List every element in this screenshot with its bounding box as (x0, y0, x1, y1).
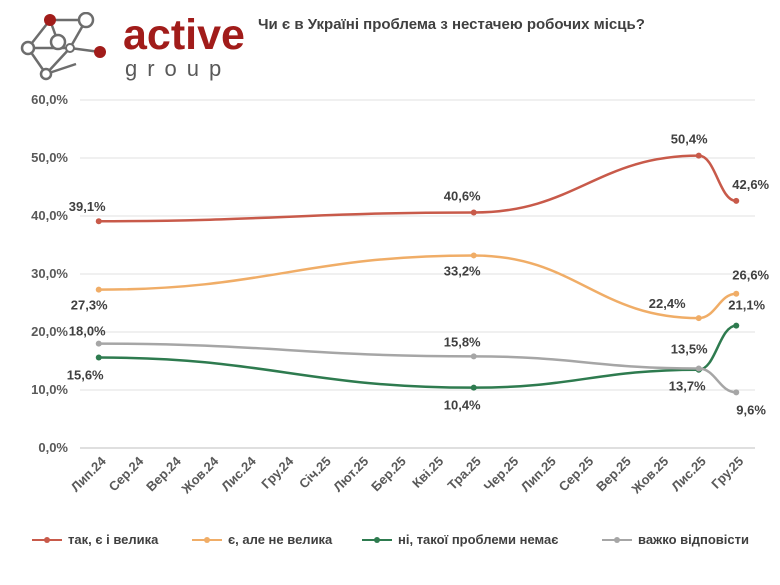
data-label: 50,4% (671, 132, 708, 147)
y-tick-label: 10,0% (31, 382, 68, 397)
x-tick-label: Лис.25 (668, 454, 709, 495)
data-label: 27,3% (71, 298, 108, 313)
legend-label: так, є і велика (68, 532, 159, 547)
data-point (95, 354, 102, 361)
data-point (733, 290, 740, 297)
series-line (98, 154, 737, 223)
data-label: 13,5% (671, 342, 708, 357)
y-tick-label: 40,0% (31, 208, 68, 223)
data-point (95, 340, 102, 347)
data-label: 33,2% (444, 263, 481, 278)
y-tick-label: 50,0% (31, 150, 68, 165)
legend-item: є, але не велика (192, 532, 332, 547)
y-tick-label: 60,0% (31, 92, 68, 107)
x-tick-label: Чер.25 (481, 454, 522, 495)
x-tick-label: Жов.24 (178, 453, 222, 497)
series-line (98, 324, 737, 389)
y-tick-label: 20,0% (31, 324, 68, 339)
x-tick-label: Вер.25 (593, 454, 634, 495)
data-label: 9,6% (736, 402, 766, 417)
legend-label: є, але не велика (228, 532, 333, 547)
data-point (733, 197, 740, 204)
series-line (98, 254, 737, 320)
y-tick-label: 30,0% (31, 266, 68, 281)
logo-subtitle: group (125, 56, 232, 81)
data-label: 39,1% (69, 199, 106, 214)
x-tick-label: Кві.25 (409, 454, 446, 491)
data-label: 15,8% (444, 334, 481, 349)
data-label: 18,0% (69, 324, 106, 339)
y-tick-label: 0,0% (38, 440, 68, 455)
brand-logo: active group (18, 11, 245, 82)
data-point (695, 315, 702, 322)
x-tick-label: Гру.25 (708, 454, 746, 492)
data-point (470, 252, 477, 259)
legend-label: важко відповісти (638, 532, 749, 547)
legend-item: так, є і велика (32, 532, 158, 547)
data-point (733, 389, 740, 396)
data-label: 21,1% (728, 298, 765, 313)
data-label: 10,4% (444, 398, 481, 413)
x-tick-label: Вер.24 (143, 453, 184, 494)
legend-swatch (362, 534, 392, 546)
data-point (95, 286, 102, 293)
data-label: 40,6% (444, 189, 481, 204)
data-point (470, 209, 477, 216)
x-tick-label: Лип.24 (68, 453, 110, 495)
x-tick-label: Січ.25 (296, 454, 334, 492)
data-label: 15,6% (67, 368, 104, 383)
molecule-logo-icon (20, 12, 106, 81)
chart-title: Чи є в Україні проблема з нестачею робоч… (258, 16, 645, 33)
logo-wordmark: active (123, 11, 245, 59)
data-point (470, 353, 477, 360)
legend-swatch (32, 534, 62, 546)
data-label: 26,6% (732, 268, 769, 283)
data-point (733, 322, 740, 329)
x-tick-label: Жов.25 (628, 454, 672, 498)
x-tick-label: Сер.24 (106, 453, 147, 494)
chart-legend: так, є і велика є, але не велика ні, такої… (0, 532, 780, 552)
legend-label: ні, такої проблеми немає (398, 532, 559, 547)
x-tick-label: Лип.25 (518, 454, 559, 495)
x-tick-label: Лис.24 (218, 453, 259, 494)
data-label: 42,6% (732, 177, 769, 192)
data-point (695, 365, 702, 372)
data-point (470, 384, 477, 391)
x-tick-label: Лют.25 (330, 454, 371, 495)
data-point (95, 218, 102, 225)
x-tick-label: Гру.24 (258, 453, 297, 492)
legend-swatch (602, 534, 632, 546)
data-label: 13,7% (669, 379, 706, 394)
data-point (695, 152, 702, 159)
legend-swatch (192, 534, 222, 546)
x-tick-label: Бер.25 (368, 454, 409, 495)
data-label: 22,4% (649, 296, 686, 311)
legend-item: ні, такої проблеми немає (362, 532, 558, 547)
x-tick-label: Сер.25 (556, 454, 597, 495)
series-line (98, 342, 737, 394)
x-tick-label: Тра.25 (444, 454, 483, 493)
legend-item: важко відповісти (602, 532, 749, 547)
